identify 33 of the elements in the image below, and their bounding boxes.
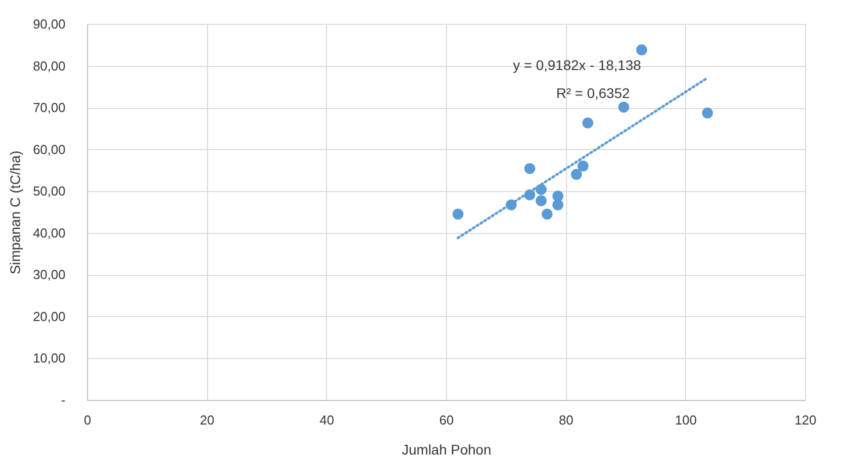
x-axis-title: Jumlah Pohon [402,442,492,458]
point [636,44,648,56]
x-tick-label: 20 [200,412,214,428]
y-tick-label: 60,00 [32,142,66,157]
annotation: y = 0,9182x - 18,138 [512,57,642,73]
y-tick-label: - [61,392,66,408]
point [536,195,547,206]
point [618,102,630,113]
x-tick-label: 40 [320,412,334,428]
point [582,118,594,128]
x-tick-label: 0 [84,412,92,428]
x-tick-label: 100 [674,412,697,428]
y-tick-label: 80,00 [32,58,66,74]
y-tick-label: 70,00 [32,100,66,116]
point [552,199,564,210]
y-tick-label: 10,00 [32,350,66,366]
x-tick-label: 60 [439,412,454,428]
y-tick-label: 30,00 [32,267,66,282]
point [570,168,582,180]
annotation: R² = 0,6352 [556,85,630,101]
point [524,163,536,174]
x-tick-label: 80 [558,412,574,428]
point [542,208,553,220]
point [552,190,564,202]
y-tick-label: 40,00 [32,225,66,240]
point [452,208,464,220]
x-tick-label: 120 [794,412,816,428]
y-tick-label: 90,00 [32,16,66,32]
y-tick-label: 20,00 [32,308,66,324]
y-tick-label: 50,00 [32,184,66,199]
point [702,108,713,118]
point [578,160,588,172]
y-axis-title: Simpanan C (tC/ha) [6,150,23,274]
